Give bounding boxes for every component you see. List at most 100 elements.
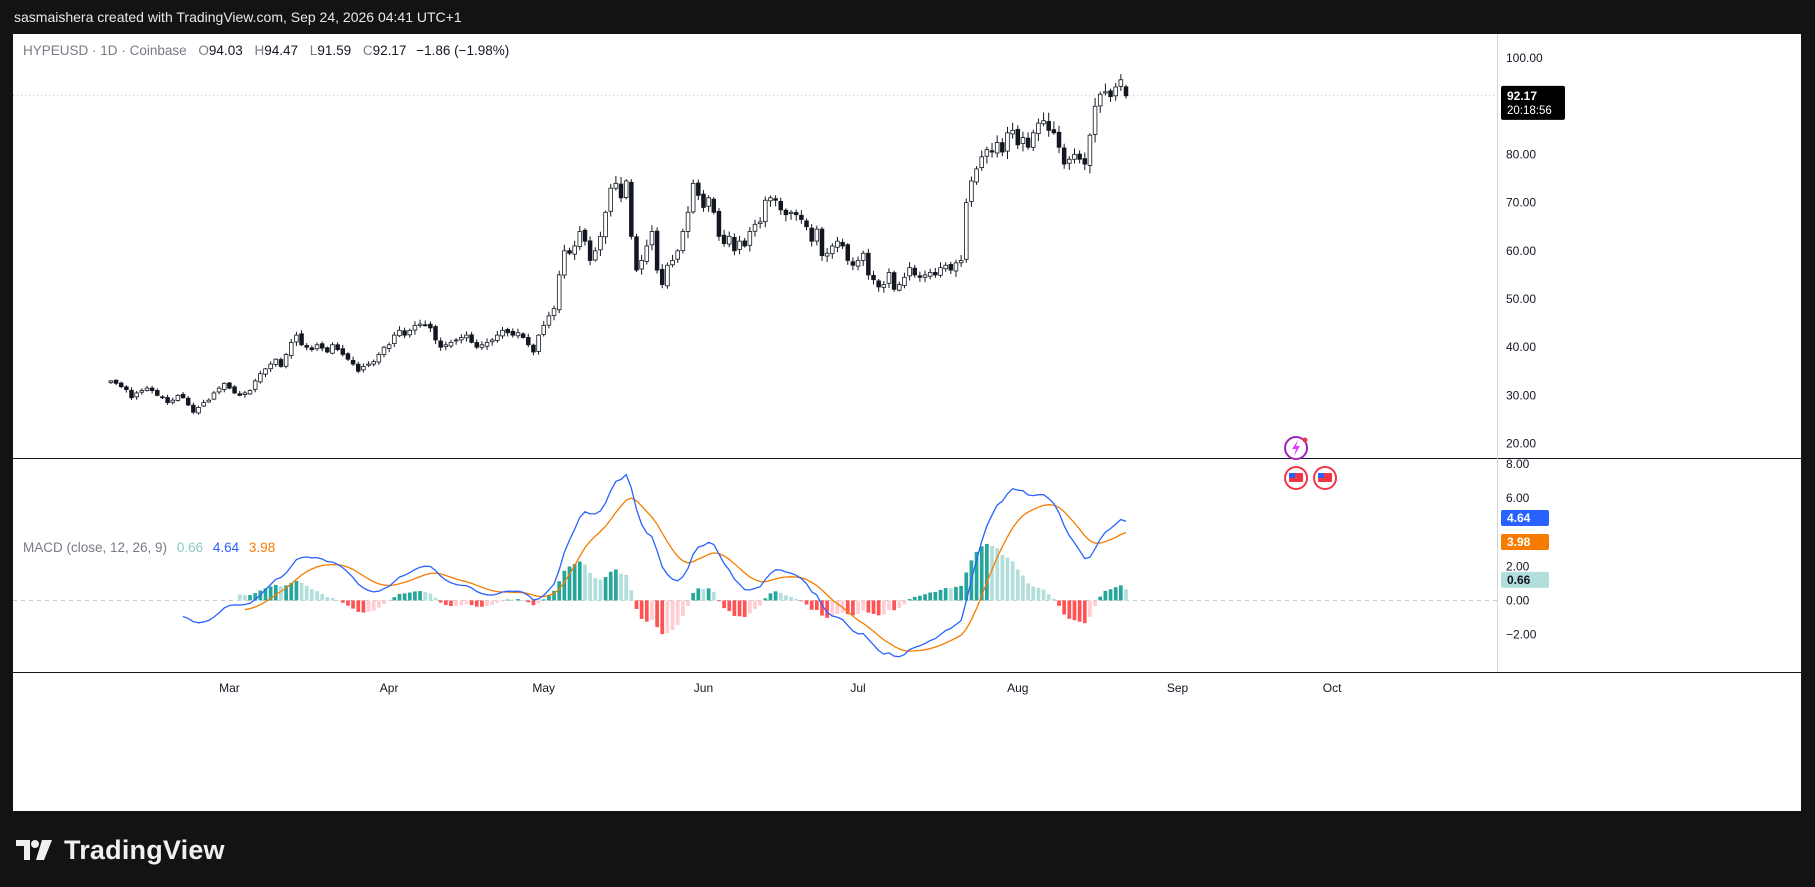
candle — [1010, 122, 1015, 139]
macd-histogram-bar — [325, 597, 330, 601]
candle-body — [314, 344, 320, 350]
candle-body — [407, 329, 413, 336]
macd-histogram-bar — [459, 600, 464, 606]
macd-histogram-bar — [990, 546, 994, 601]
candle-body — [649, 231, 655, 246]
candle — [149, 385, 155, 394]
legend-exchange: Coinbase — [129, 43, 187, 58]
candle-body — [500, 329, 505, 337]
macd-histogram-bar — [876, 600, 881, 616]
candle-body — [1082, 158, 1088, 165]
candle-body — [325, 347, 330, 353]
time-axis-tick-label: Jun — [694, 681, 713, 695]
candle-body — [943, 264, 948, 270]
candle — [871, 270, 876, 285]
macd-histogram-bar — [701, 589, 706, 601]
candle-body — [788, 211, 794, 214]
macd-hist-badge-bg — [1501, 571, 1549, 588]
macd-histogram-bar — [351, 600, 355, 609]
macd-histogram-bar — [711, 592, 716, 601]
candle-body — [696, 182, 701, 196]
candle-body — [948, 264, 954, 271]
candle — [531, 343, 536, 356]
candle — [124, 385, 129, 393]
time-axis-tick-label: Apr — [380, 681, 399, 695]
candle-body — [958, 260, 964, 264]
macd-histogram-bar — [1036, 587, 1041, 601]
macd-histogram-bar — [717, 600, 721, 602]
candle-body — [273, 358, 279, 365]
macd-legend[interactable]: MACD (close, 12, 26, 9) 0.66 4.64 3.98 — [23, 540, 275, 555]
macd-histogram-bar — [845, 600, 850, 615]
candle — [505, 327, 510, 337]
candle — [788, 210, 794, 220]
macd-title[interactable]: MACD (close, 12, 26, 9) — [23, 540, 168, 555]
candle — [1067, 156, 1072, 170]
candle — [845, 243, 851, 265]
candle — [567, 247, 572, 255]
candle-body — [335, 344, 340, 350]
candle — [644, 239, 650, 265]
candle — [1077, 150, 1082, 164]
candle-body — [711, 198, 717, 213]
macd-histogram-bar — [253, 593, 258, 601]
macd-histogram-bar — [603, 577, 608, 601]
macd-histogram-bar — [1124, 589, 1128, 601]
macd-histogram-bar — [284, 585, 288, 601]
candle — [464, 331, 469, 342]
candle — [1061, 143, 1067, 169]
footer-brand[interactable]: TradingView — [14, 828, 225, 872]
candle-body — [690, 182, 696, 213]
candle-body — [726, 235, 732, 245]
candle — [520, 332, 526, 339]
macd-histogram-bar — [1031, 586, 1036, 601]
chart-svg[interactable]: 100.00 80.00 70.00 60.00 50.00 40.00 30.00 20.0… — [13, 34, 1801, 811]
candle-body — [263, 368, 268, 375]
macd-histogram-bar — [768, 593, 773, 601]
candle — [860, 250, 866, 267]
candle — [907, 262, 912, 281]
macd-histogram-bar — [516, 599, 520, 601]
candle — [428, 321, 433, 333]
candle-body — [191, 404, 196, 413]
candle — [608, 183, 613, 217]
legend-symbol[interactable]: HYPEUSD — [23, 43, 89, 58]
candle — [1087, 133, 1093, 174]
macd-histogram-bar — [346, 600, 350, 606]
candle-body — [799, 214, 804, 220]
candle-body — [783, 209, 789, 216]
macd-histogram-bar — [485, 600, 489, 607]
macd-histogram-bar — [814, 600, 819, 610]
candle-body — [216, 387, 222, 393]
symbol-legend[interactable]: HYPEUSD · 1D · Coinbase O94.03 H94.47 L9… — [23, 43, 509, 58]
candle-body — [989, 150, 995, 153]
candle — [227, 382, 232, 390]
candle — [175, 394, 181, 402]
candle — [283, 352, 289, 369]
candle-body — [268, 363, 273, 370]
macd-histogram-bar — [794, 598, 799, 601]
macd-histogram-bar — [1077, 600, 1082, 622]
candle-body — [247, 390, 253, 395]
candle — [371, 359, 376, 367]
macd-histogram-bar — [1072, 600, 1077, 621]
candle — [489, 337, 495, 346]
candle — [278, 357, 284, 368]
candle — [752, 219, 758, 237]
candle — [474, 339, 480, 350]
candle — [330, 342, 335, 355]
candle — [412, 321, 418, 335]
macd-histogram-bar — [382, 600, 386, 605]
macd-histogram-bar — [763, 598, 768, 601]
macd-histogram-bar — [928, 592, 933, 601]
candle — [855, 256, 861, 271]
candle-body — [665, 264, 670, 287]
candle — [757, 217, 763, 229]
macd-histogram-bar — [366, 600, 371, 612]
legend-interval[interactable]: 1D — [100, 43, 118, 58]
candle-body — [654, 230, 660, 271]
chart-frame[interactable]: 100.00 80.00 70.00 60.00 50.00 40.00 30.00 20.0… — [13, 34, 1801, 811]
macd-histogram-bar — [851, 600, 855, 616]
macd-histogram-bar — [871, 600, 876, 614]
time-axis-tick-label: Jul — [850, 681, 865, 695]
